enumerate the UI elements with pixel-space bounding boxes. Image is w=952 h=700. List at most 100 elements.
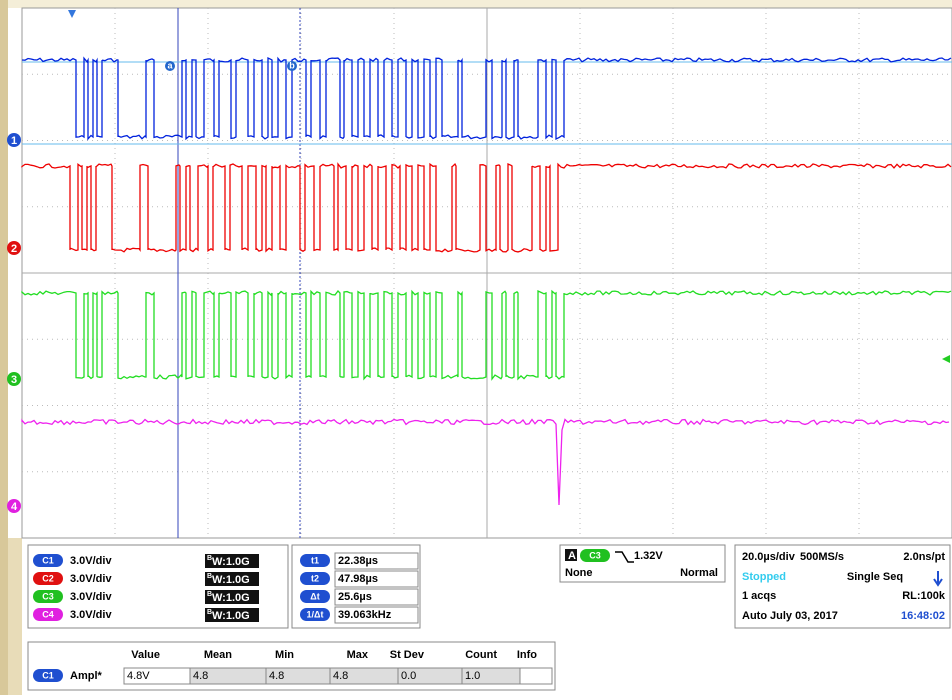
channel-badge: [33, 608, 63, 621]
meas-header: St Dev: [390, 649, 425, 661]
channel-badge-label: 1/Δt: [307, 609, 324, 619]
bw-value: W:1.0G: [212, 574, 250, 586]
timebase-date: July 03, 2017: [770, 610, 838, 622]
channel-badge-label: C3: [589, 550, 601, 560]
meas-value: 4.8: [333, 670, 348, 682]
meas-cell: [519, 667, 553, 685]
waveform: [21, 418, 950, 506]
timebase-scale: 20.0µs/div: [742, 551, 796, 563]
channel-badge: [300, 554, 330, 567]
cursor-marker: [287, 61, 297, 71]
channel-scale: 3.0V/div: [70, 555, 112, 567]
timebase-acq_mode: Single Seq: [847, 571, 903, 583]
bw-sup: B: [207, 573, 212, 580]
traces: 1 2 3 4 a b: [7, 56, 952, 513]
channel-badge: [33, 669, 63, 682]
value-box: [334, 588, 419, 606]
cursor-value: 25.6µs: [338, 591, 372, 603]
cursor-value: 22.38µs: [338, 555, 378, 567]
bw-box: [205, 554, 259, 568]
meas-value: 1.0: [465, 670, 480, 682]
channel-badge: [33, 572, 63, 585]
trigger-coupling: None: [565, 567, 593, 579]
box: [559, 544, 726, 583]
channel-marker-label: 3: [11, 374, 17, 386]
trigger-type: Normal: [680, 567, 718, 579]
channel-badge: [33, 554, 63, 567]
channel-badge: [580, 549, 610, 562]
meas-header: Max: [347, 649, 369, 661]
box: [27, 544, 289, 629]
bw-sup: B: [207, 609, 212, 616]
meas-value: 4.8: [269, 670, 284, 682]
channel-scale: 3.0V/div: [70, 609, 112, 621]
timebase-record: RL:100k: [902, 590, 946, 602]
channel-badge-label: C4: [42, 609, 54, 619]
waveform: [21, 56, 952, 141]
timebase-trigger_mode: Auto: [742, 610, 767, 622]
box: [734, 544, 951, 629]
timebase-state: Stopped: [742, 571, 786, 583]
meas-name: Ampl*: [70, 670, 103, 682]
meas-header: Min: [275, 649, 294, 661]
channel-scale: 3.0V/div: [70, 591, 112, 603]
channel-marker: [7, 133, 21, 147]
value-box: [334, 570, 419, 588]
meas-header: Value: [131, 649, 160, 661]
bw-box: [205, 572, 259, 586]
bw-sup: B: [207, 555, 212, 562]
meas-header: Count: [465, 649, 497, 661]
channel-marker: [7, 241, 21, 255]
channel-marker-label: 1: [11, 135, 17, 147]
meas-value: 4.8: [193, 670, 208, 682]
top-border: [8, 0, 952, 8]
value-box: [334, 606, 419, 624]
bw-value: W:1.0G: [212, 592, 250, 604]
channel-badge-label: C2: [42, 573, 54, 583]
meas-header: Mean: [204, 649, 232, 661]
box: [27, 641, 556, 691]
cursor-marker-label: b: [289, 60, 295, 70]
meas-value: 4.8V: [127, 670, 150, 682]
timebase-resolution: 2.0ns/pt: [903, 551, 945, 563]
timebase-acqs: 1 acqs: [742, 590, 776, 602]
waveform: [21, 162, 952, 253]
timebase-rate: 500MS/s: [800, 551, 844, 563]
channel-badge-label: t2: [311, 573, 319, 583]
channel-badge-label: C1: [42, 670, 54, 680]
trigger-position: [68, 10, 76, 18]
cursor-value: 39.063kHz: [338, 609, 392, 621]
waveform: [21, 289, 952, 381]
channel-marker-label: 4: [11, 501, 18, 513]
meas-value: 0.0: [401, 670, 416, 682]
channel-marker: [7, 499, 21, 513]
bw-value: W:1.0G: [212, 556, 250, 568]
panel-border: [8, 538, 22, 695]
box: [291, 544, 421, 629]
trigger-level: [942, 355, 950, 363]
timebase-time: 16:48:02: [901, 610, 945, 622]
meas-header: Info: [517, 649, 537, 661]
cursor-marker-label: a: [167, 60, 173, 70]
trigger-mode: A: [568, 550, 576, 562]
channel-badge: [300, 572, 330, 585]
channel-marker: [7, 372, 21, 386]
trigger-level: 1.32V: [634, 550, 663, 562]
slope-icon: [615, 551, 634, 563]
bw-value: W:1.0G: [212, 610, 250, 622]
trigger-mode-box: [565, 549, 577, 561]
channel-badge: [300, 590, 330, 603]
cursor-marker: [165, 61, 175, 71]
grid: [22, 8, 952, 538]
channel-scale: 3.0V/div: [70, 573, 112, 585]
channel-badge-label: C3: [42, 591, 54, 601]
bw-box: [205, 608, 259, 622]
channel-marker-label: 2: [11, 243, 17, 255]
channel-badge: [33, 590, 63, 603]
channel-badge-label: C1: [42, 555, 54, 565]
channel-badge-label: t1: [311, 555, 319, 565]
bw-box: [205, 590, 259, 604]
value-box: [334, 552, 419, 570]
